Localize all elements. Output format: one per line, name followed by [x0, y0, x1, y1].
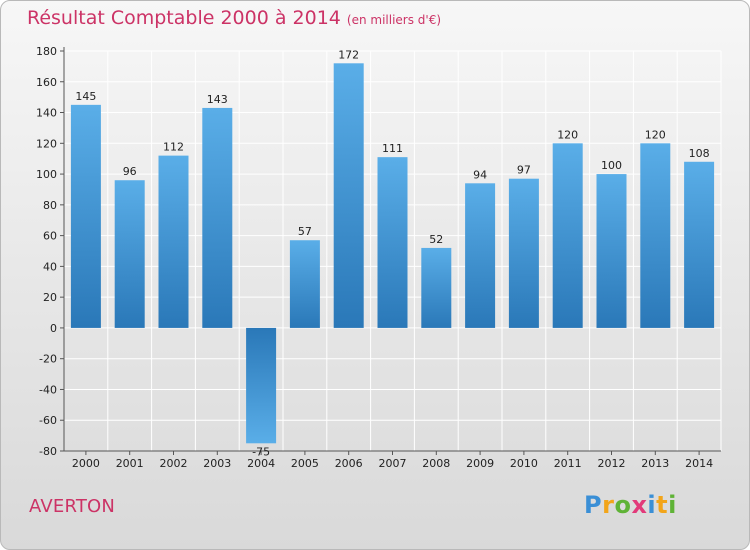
y-tick-label: -20 [39, 353, 57, 366]
bar [421, 247, 452, 328]
data-label: 111 [382, 142, 403, 155]
bar [596, 174, 627, 328]
x-tick-label: 2008 [422, 457, 450, 470]
y-tick-label: 100 [36, 168, 57, 181]
data-label: 100 [601, 159, 622, 172]
data-label: -75 [252, 445, 270, 458]
y-tick-label: 0 [50, 322, 57, 335]
data-label: 143 [207, 93, 228, 106]
bar [158, 155, 189, 328]
logo-letter: x [631, 491, 648, 519]
data-label: 145 [75, 90, 96, 103]
logo-letter: r [602, 491, 615, 519]
x-tick-label: 2014 [685, 457, 713, 470]
y-tick-label: 140 [36, 107, 57, 120]
data-label: 57 [298, 225, 312, 238]
x-tick-label: 2007 [379, 457, 407, 470]
x-tick-label: 2002 [160, 457, 188, 470]
bar [114, 180, 145, 328]
bar [640, 143, 671, 328]
bar [508, 178, 539, 328]
bar [333, 63, 364, 328]
logo-letter: t [656, 491, 669, 519]
bar [684, 161, 715, 328]
x-tick-label: 2003 [203, 457, 231, 470]
data-label: 120 [557, 128, 578, 141]
bar [202, 107, 233, 328]
y-tick-label: 20 [43, 291, 57, 304]
x-tick-label: 2011 [554, 457, 582, 470]
data-label: 108 [689, 147, 710, 160]
x-tick-label: 2000 [72, 457, 100, 470]
labels: 180 160 140 120 100 80 60 40 20 0 -20 -40 -60 -80 145 2… [36, 45, 713, 470]
x-tick-label: 2012 [598, 457, 626, 470]
bar [70, 104, 101, 328]
x-tick-label: 2001 [116, 457, 144, 470]
bar [465, 183, 496, 328]
logo-letter: i [668, 491, 677, 519]
y-tick-label: 180 [36, 45, 57, 58]
data-label: 96 [123, 165, 137, 178]
logo-letter: P [584, 491, 603, 519]
chart-title-text: Résultat Comptable 2000 à 2014 [27, 7, 341, 29]
logo-letter: i [647, 491, 657, 519]
commune-name: AVERTON [29, 496, 116, 517]
chart-title: Résultat Comptable 2000 à 2014 (en millie… [27, 7, 441, 29]
axes [60, 47, 721, 455]
bar [289, 240, 320, 328]
y-tick-label: 60 [43, 230, 57, 243]
y-tick-label: 80 [43, 199, 57, 212]
data-label: 172 [338, 48, 359, 61]
bar [246, 327, 277, 444]
x-tick-label: 2006 [335, 457, 363, 470]
y-tick-label: 160 [36, 76, 57, 89]
bar [377, 157, 408, 328]
y-tick-label: -60 [39, 414, 57, 427]
x-tick-label: 2004 [247, 457, 275, 470]
y-tick-label: -80 [39, 445, 57, 458]
chart-unit: (en milliers d'€) [346, 13, 442, 27]
bar [552, 143, 583, 328]
data-label: 120 [645, 128, 666, 141]
bars [70, 63, 715, 444]
data-label: 97 [517, 164, 531, 177]
y-tick-label: 120 [36, 137, 57, 150]
logo-letter: o [614, 491, 632, 519]
x-tick-label: 2010 [510, 457, 538, 470]
proxiti-logo: Proxiti [584, 491, 677, 519]
x-tick-label: 2009 [466, 457, 494, 470]
data-label: 94 [473, 168, 487, 181]
data-label: 52 [429, 233, 443, 246]
x-tick-label: 2013 [641, 457, 669, 470]
y-tick-label: -40 [39, 383, 57, 396]
data-label: 112 [163, 141, 184, 154]
x-tick-label: 2005 [291, 457, 319, 470]
y-tick-label: 40 [43, 260, 57, 273]
